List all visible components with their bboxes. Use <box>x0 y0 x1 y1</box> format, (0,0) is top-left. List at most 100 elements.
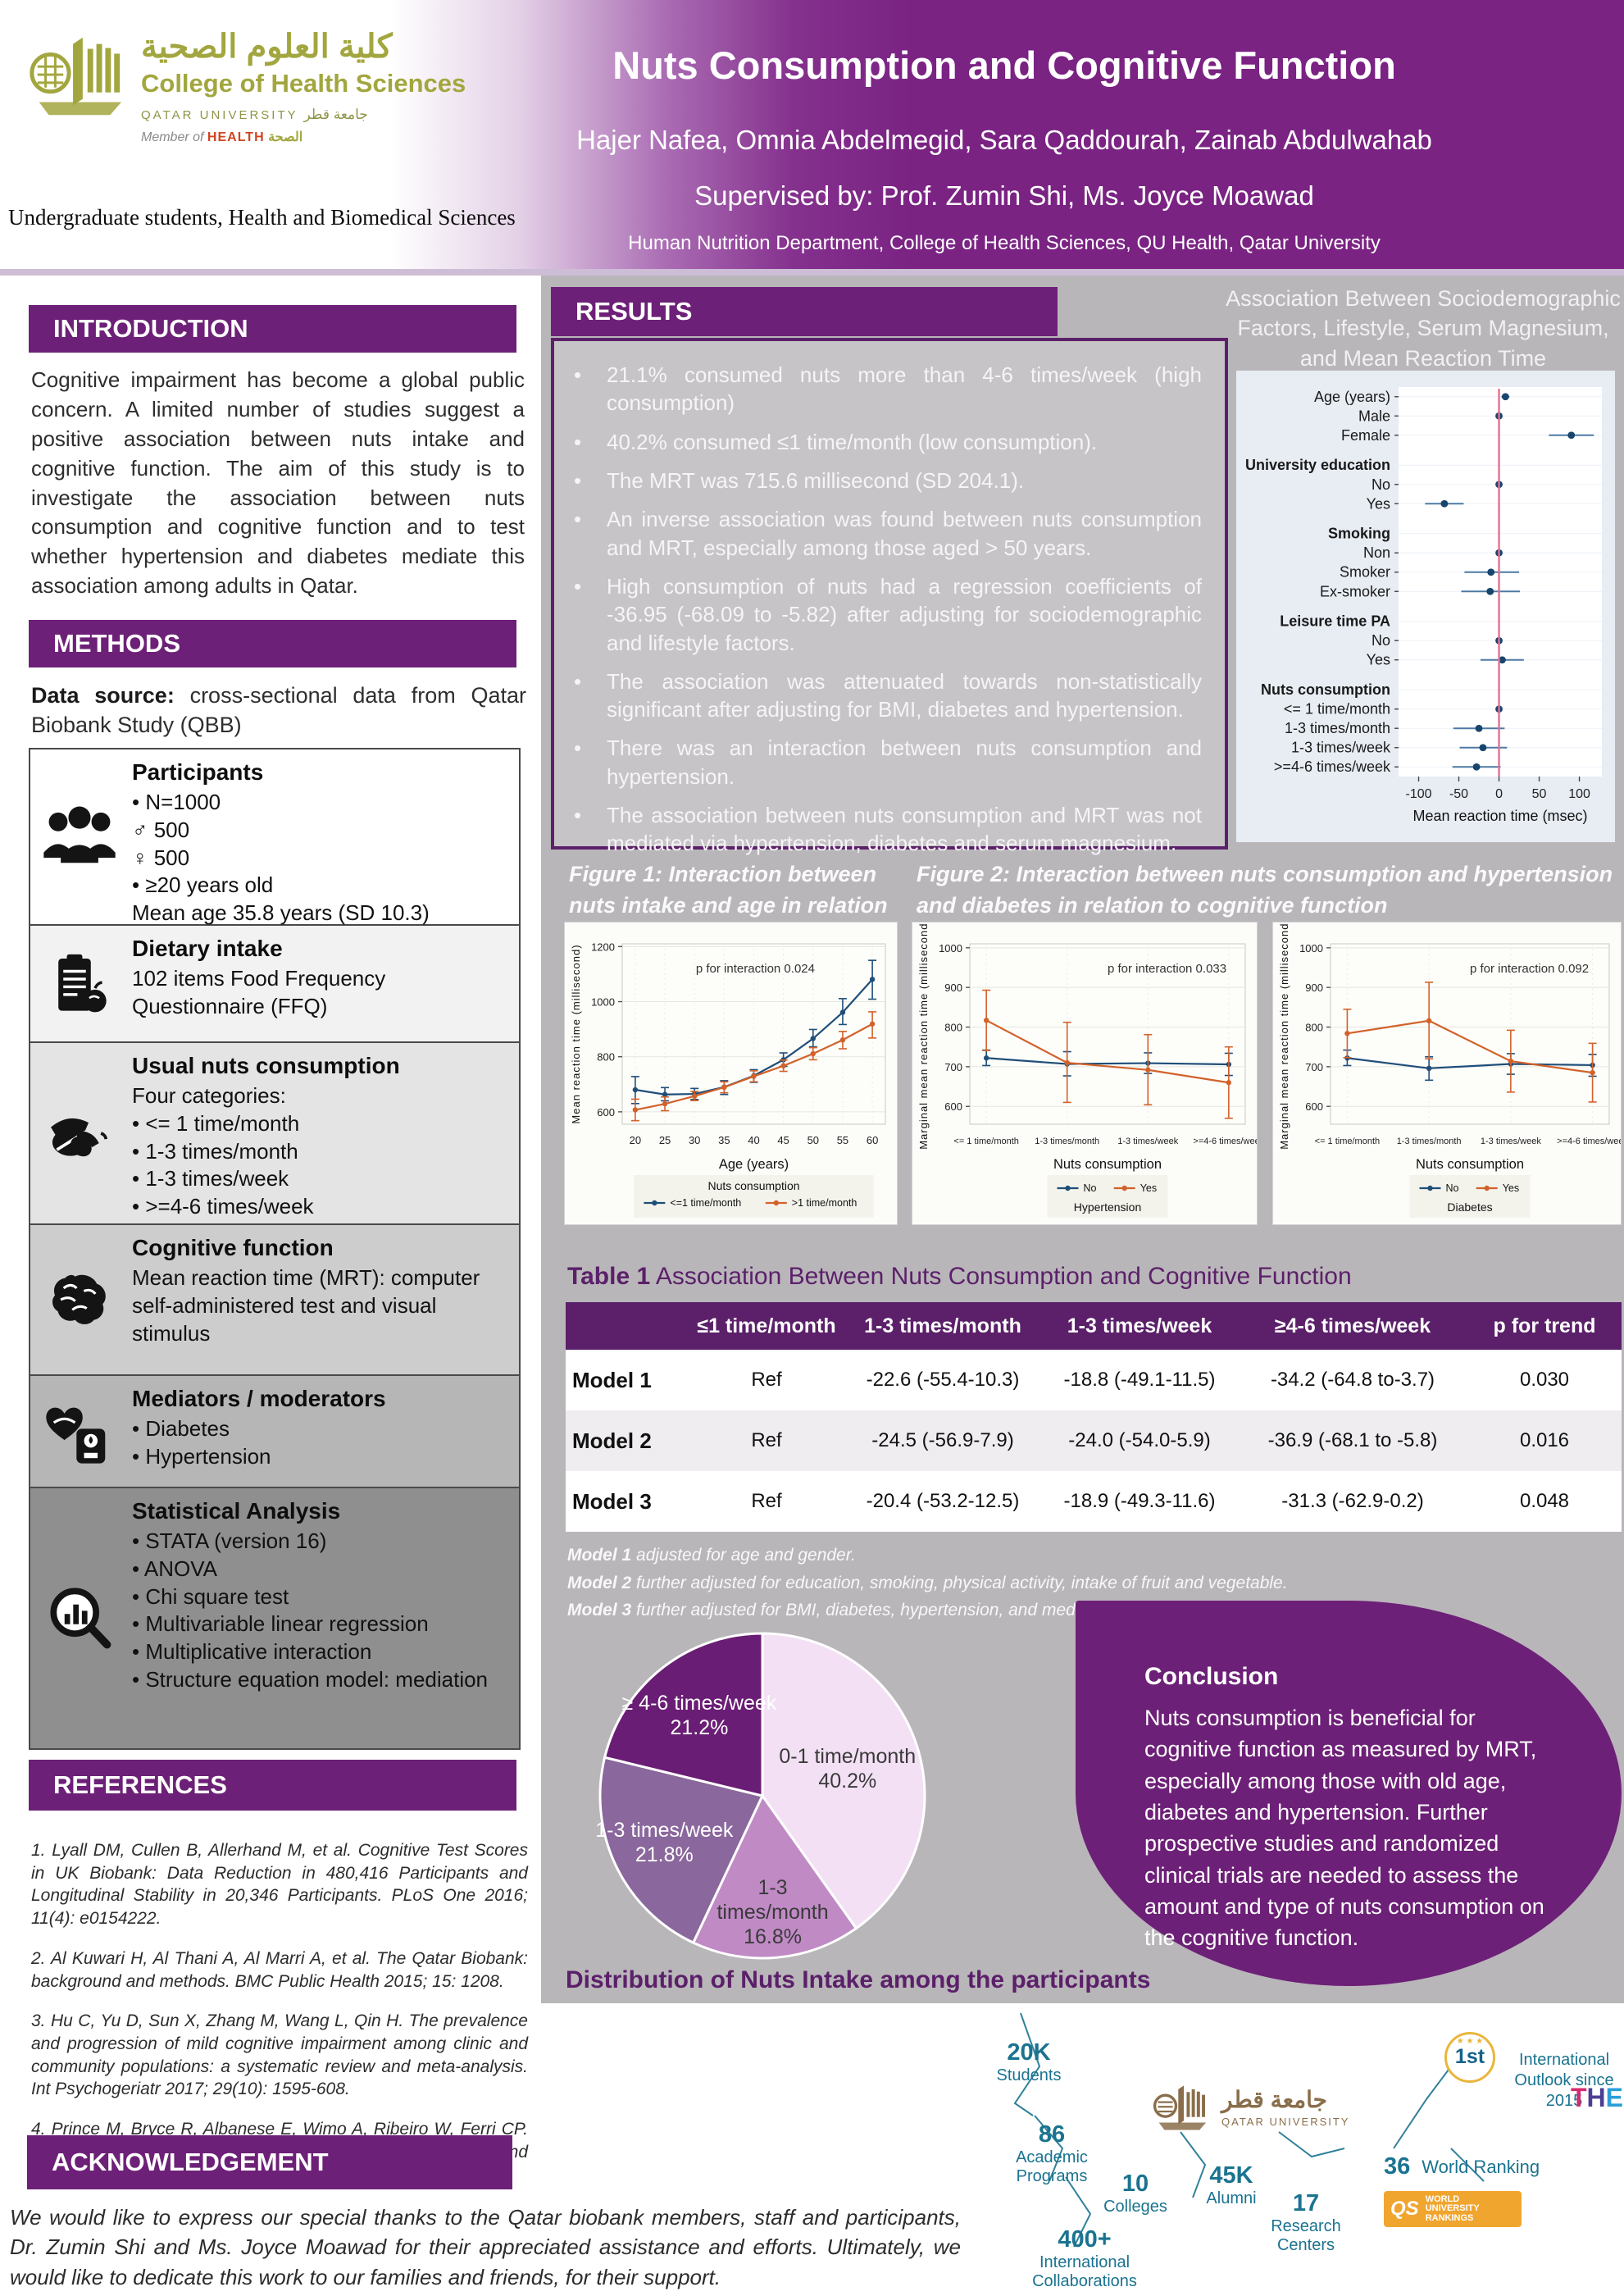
svg-text:Yes: Yes <box>1503 1182 1519 1194</box>
table1-footnote: Model 2 further adjusted for education, … <box>567 1573 1288 1592</box>
svg-text:20: 20 <box>630 1134 641 1146</box>
methods-row-cognitive: Cognitive function Mean reaction time (M… <box>30 1223 519 1374</box>
svg-text:No: No <box>1446 1182 1459 1194</box>
methods-line: Mean reaction time (MRT): computer self-… <box>132 1265 480 1346</box>
methods-line: • <= 1 time/month <box>132 1110 300 1136</box>
svg-text:Leisure time PA: Leisure time PA <box>1280 613 1390 630</box>
svg-text:<= 1 time/month: <= 1 time/month <box>953 1137 1019 1146</box>
qu-arabic: جامعة قطر <box>1221 2087 1327 2113</box>
university-name: QATAR UNIVERSITY جامعة قطر <box>141 106 368 122</box>
methods-line: • Structure equation model: mediation <box>132 1666 489 1692</box>
result-bullet: • An inverse association was found betwee… <box>574 507 1202 560</box>
svg-text:Smoking: Smoking <box>1328 526 1390 542</box>
brain-icon <box>30 1225 129 1374</box>
methods-line: Mean age 35.8 years (SD 10.3) <box>132 900 430 926</box>
svg-text:1-3 times/month: 1-3 times/month <box>1397 1137 1462 1146</box>
methods-line: • N=1000 <box>132 790 221 814</box>
svg-text:30: 30 <box>689 1134 700 1146</box>
college-logo-text: كلية العلوم الصحية College of Health Sci… <box>141 28 466 146</box>
references-list: 1. Lyall DM, Cullen B, Allerhand M, et a… <box>31 1822 528 2198</box>
acknowledgement-heading: ACKNOWLEDGEMENT <box>27 2135 512 2189</box>
acknowledgement-text: We would like to express our special tha… <box>10 2205 961 2289</box>
svg-text:25: 25 <box>659 1134 671 1146</box>
participants-icon <box>30 749 129 924</box>
svg-text:1-3 times/week: 1-3 times/week <box>1117 1137 1178 1146</box>
svg-text:No: No <box>1372 476 1390 493</box>
svg-text:55: 55 <box>837 1134 848 1146</box>
figure2-hypertension-chart: 600 700 800 900 1000 p for interaction 0.033 <… <box>912 918 1265 1225</box>
svg-text:1000: 1000 <box>1299 942 1323 954</box>
svg-text:1000: 1000 <box>591 996 615 1009</box>
svg-text:Mean reaction time (millisecon: Mean reaction time (millisecond) <box>570 944 582 1123</box>
methods-row-title: Cognitive function <box>132 1235 334 1260</box>
introduction-heading: INTRODUCTION <box>29 305 516 353</box>
stat-colleges: 10 Colleges <box>1103 2171 1167 2216</box>
table1-header-cell: ≤1 time/month <box>697 1314 836 1337</box>
svg-text:Nuts consumption: Nuts consumption <box>1053 1157 1162 1172</box>
svg-text:Yes: Yes <box>1367 652 1390 668</box>
first-place-badge: ★ ★ ★ 1st <box>1444 2032 1495 2083</box>
svg-text:Mean reaction time (msec): Mean reaction time (msec) <box>1412 808 1587 824</box>
references-heading: REFERENCES <box>29 1760 516 1811</box>
college-name: College of Health Sciences <box>141 69 466 98</box>
svg-text:600: 600 <box>944 1100 962 1113</box>
result-bullet: • There was an interaction between nuts c… <box>574 736 1202 789</box>
svg-text:>1 time/month: >1 time/month <box>792 1197 857 1209</box>
stat-academic-programs: 86 Academic Programs <box>1016 2121 1088 2185</box>
figure2-caption: Figure 2: Interaction between nuts consu… <box>917 862 1613 918</box>
table1-header-row: ≤1 time/month 1-3 times/month 1-3 times/… <box>566 1302 1622 1350</box>
conclusion-heading: Conclusion <box>1144 1663 1279 1690</box>
svg-text:800: 800 <box>944 1022 962 1034</box>
methods-line: • Multivariable linear regression <box>132 1611 429 1637</box>
qu-english: QATAR UNIVERSITY <box>1221 2116 1350 2129</box>
svg-text:-50: -50 <box>1449 787 1468 801</box>
svg-text:Hypertension: Hypertension <box>1074 1200 1142 1214</box>
methods-row-dietary: Dietary intake 102 items Food Frequency … <box>30 924 519 1041</box>
svg-text:700: 700 <box>944 1061 962 1073</box>
table1-row: Model 1 Ref -22.6 (-55.4-10.3) -18.8 (-4… <box>566 1350 1622 1410</box>
methods-line: ♀ 500 <box>132 845 190 870</box>
svg-text:900: 900 <box>944 982 962 994</box>
qatar-university-logo: جامعة قطر QATAR UNIVERSITY <box>1148 2083 1349 2134</box>
methods-line: • STATA (version 16) <box>132 1528 327 1553</box>
table1-header-cell: 1-3 times/month <box>864 1314 1021 1337</box>
table1-row: Model 3 Ref -20.4 (-53.2-12.5) -18.9 (-4… <box>566 1471 1622 1532</box>
svg-text:1200: 1200 <box>591 941 615 953</box>
forest-plot-title: Association Between Sociodemographic Fac… <box>1226 286 1621 371</box>
svg-text:50: 50 <box>807 1134 819 1146</box>
result-bullet: • The association between nuts consumptio… <box>574 803 1202 856</box>
qs-rankings-logo: QS WORLD UNIVERSITY RANKINGS <box>1384 2191 1522 2227</box>
svg-text:800: 800 <box>597 1051 615 1064</box>
table1-header-cell: 1-3 times/week <box>1067 1314 1212 1337</box>
svg-text:<= 1 time/month: <= 1 time/month <box>1315 1137 1381 1146</box>
svg-text:p for interaction 0.024: p for interaction 0.024 <box>696 962 815 976</box>
svg-text:800: 800 <box>1305 1022 1323 1034</box>
table1-header-cell: ≥4-6 times/week <box>1274 1314 1431 1337</box>
introduction-text: Cognitive impairment has become a global… <box>31 367 525 599</box>
svg-text:<=1 time/month: <=1 time/month <box>670 1197 741 1209</box>
college-arabic-title: كلية العلوم الصحية <box>141 29 393 65</box>
nuts-intake-pie-chart: 0-1 time/month 40.2% 1-3 times/month 16.8% 1-… <box>594 1628 930 1964</box>
methods-line: Four categories: <box>132 1083 286 1108</box>
svg-text:Female: Female <box>1341 427 1390 444</box>
svg-text:700: 700 <box>1305 1061 1323 1073</box>
result-bullet: • 40.2% consumed ≤1 time/month (low consu… <box>574 429 1098 454</box>
header-center: Nuts Consumption and Cognitive Function … <box>459 0 1549 269</box>
methods-line: ♂ 500 <box>132 817 190 842</box>
methods-row-mediators: Mediators / moderators • Diabetes • Hype… <box>30 1374 519 1487</box>
svg-text:p for interaction 0.092: p for interaction 0.092 <box>1470 962 1589 976</box>
methods-line: • ANOVA <box>132 1556 217 1581</box>
heart-glucometer-icon <box>30 1376 129 1487</box>
svg-text:>=4-6 times/week: >=4-6 times/week <box>1557 1137 1621 1146</box>
svg-text:100: 100 <box>1568 787 1590 801</box>
header-divider <box>0 269 1624 276</box>
table1-header-cell: p for trend <box>1493 1314 1596 1337</box>
methods-line: • Chi square test <box>132 1583 289 1609</box>
svg-text:50: 50 <box>1532 787 1547 801</box>
svg-text:1000: 1000 <box>939 942 962 954</box>
results-box: • 21.1% consumed nuts more than 4-6 times… <box>551 338 1228 855</box>
